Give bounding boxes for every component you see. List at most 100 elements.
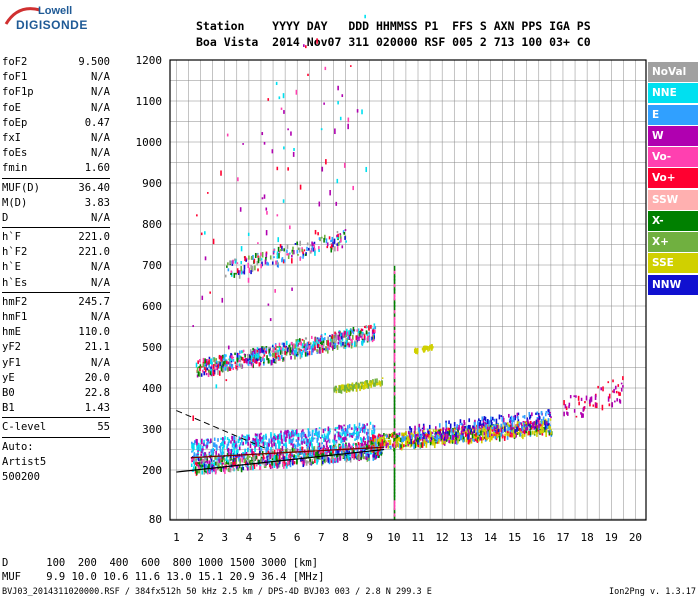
echo-point xyxy=(476,438,479,443)
echo-point xyxy=(215,454,217,460)
param-value: 55 xyxy=(97,421,110,434)
echo-point xyxy=(289,449,291,454)
echo-point xyxy=(374,325,376,330)
echo-point xyxy=(278,250,281,253)
echo-point xyxy=(281,354,283,359)
echo-point xyxy=(326,242,329,247)
echo-point xyxy=(299,456,302,459)
echo-point xyxy=(506,434,509,440)
param-name: D xyxy=(2,211,9,224)
echo-point xyxy=(520,431,523,434)
echo-point xyxy=(409,426,411,429)
echo-point xyxy=(388,436,390,440)
echo-point xyxy=(475,432,477,437)
echo-point xyxy=(464,425,466,428)
echo-point xyxy=(229,449,231,451)
echo-point xyxy=(387,445,390,449)
echo-point xyxy=(262,436,264,442)
echo-point xyxy=(485,433,487,438)
echo-point xyxy=(311,443,313,448)
echo-point xyxy=(529,428,532,431)
echo-point xyxy=(368,380,371,385)
echo-point xyxy=(447,428,450,432)
echo-point xyxy=(323,337,326,341)
logo-swoosh-icon xyxy=(4,7,41,25)
echo-point xyxy=(435,431,437,435)
echo-point xyxy=(224,368,227,371)
echo-point xyxy=(357,441,360,446)
echo-point xyxy=(457,435,459,439)
echo-point xyxy=(213,449,215,452)
param-row: yF2 21.1 xyxy=(2,340,110,355)
echo-point xyxy=(358,443,361,449)
echo-point xyxy=(335,440,337,444)
echo-point xyxy=(224,463,226,467)
autoscaling-info: Auto: Artist5 500200 xyxy=(2,440,110,485)
echo-point xyxy=(289,347,292,353)
echo-point xyxy=(242,441,245,446)
footer-version: Ion2Png v. 1.3.17 xyxy=(609,587,696,597)
param-name: foE xyxy=(2,101,21,114)
echo-point xyxy=(435,440,438,443)
param-name: C-level xyxy=(2,421,47,434)
echo-point xyxy=(401,435,404,439)
echo-point xyxy=(310,439,313,446)
echo-point xyxy=(402,443,404,449)
echo-point xyxy=(366,443,369,448)
echo-point xyxy=(227,262,229,266)
echo-point xyxy=(276,214,279,217)
echo-point xyxy=(197,451,199,454)
echo-point xyxy=(255,436,258,443)
echo-point xyxy=(494,434,497,437)
echo-point xyxy=(485,420,487,424)
echo-point xyxy=(266,261,268,266)
echo-point xyxy=(529,423,531,428)
echo-point xyxy=(393,331,396,337)
echo-point xyxy=(302,459,304,463)
echo-point xyxy=(315,451,317,457)
echo-point xyxy=(223,465,225,472)
echo-point xyxy=(314,250,316,256)
echo-point xyxy=(207,372,210,378)
echo-point xyxy=(339,445,342,451)
echo-point xyxy=(393,508,396,514)
echo-point xyxy=(282,93,285,99)
echo-point xyxy=(589,402,591,407)
echo-point xyxy=(348,334,351,340)
echo-point xyxy=(340,450,343,455)
echo-point xyxy=(224,468,226,474)
echo-point xyxy=(277,434,280,437)
echo-point xyxy=(244,449,247,453)
echo-point xyxy=(303,462,306,466)
echo-point xyxy=(331,236,334,241)
echo-point xyxy=(304,436,307,438)
echo-point xyxy=(322,453,325,457)
echo-point xyxy=(283,110,285,114)
echo-point xyxy=(345,339,348,344)
echo-point xyxy=(393,419,396,425)
echo-point xyxy=(485,422,487,425)
echo-point xyxy=(297,340,300,343)
param-value: 1.60 xyxy=(84,162,110,175)
echo-point xyxy=(313,337,316,343)
echo-point xyxy=(255,352,258,356)
echo-point xyxy=(419,443,421,448)
echo-point xyxy=(240,269,243,275)
echo-point xyxy=(229,363,231,367)
echo-point xyxy=(243,353,246,356)
echo-point xyxy=(523,429,526,435)
echo-point xyxy=(305,451,307,456)
echo-point xyxy=(328,236,331,240)
echo-point xyxy=(259,446,262,449)
echo-point xyxy=(371,336,373,340)
echo-point xyxy=(227,361,230,365)
echo-point xyxy=(349,456,351,461)
echo-point xyxy=(532,425,534,428)
auto-program: Artist5 xyxy=(2,455,47,468)
echo-point xyxy=(508,431,511,434)
echo-point xyxy=(234,461,236,467)
echo-point xyxy=(212,364,215,369)
echo-point xyxy=(548,409,550,414)
echo-point xyxy=(328,458,331,465)
echo-point xyxy=(463,428,465,432)
